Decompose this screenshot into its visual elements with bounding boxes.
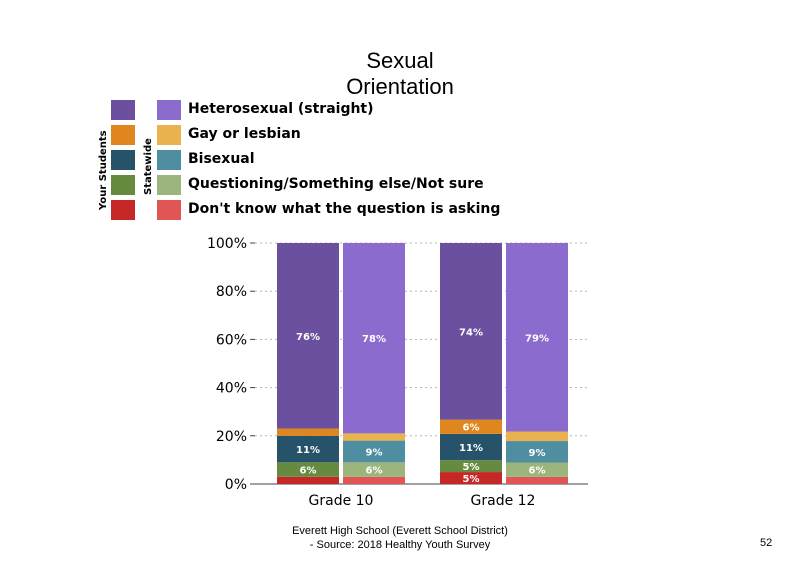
legend-label-heterosexual: Heterosexual (straight) (188, 101, 374, 117)
legend-swatch-state-heterosexual (157, 100, 181, 120)
bar-segment (277, 476, 339, 484)
legend-swatch-state-questioning (157, 175, 181, 195)
data-label: 11% (459, 443, 483, 454)
bar-segment (343, 433, 405, 441)
bar-segment (440, 243, 502, 420)
bar-segment (506, 476, 568, 484)
legend-swatch-state-gay-lesbian (157, 125, 181, 145)
data-label: 76% (296, 332, 320, 343)
footer-source: - Source: 2018 Healthy Youth Survey (309, 539, 491, 551)
y-tick-label: 100% (207, 236, 247, 252)
bar-segment (277, 435, 339, 463)
legend-label-bisexual: Bisexual (188, 151, 255, 167)
bar-segment (440, 472, 502, 484)
legend-swatch-yours-bisexual (111, 150, 135, 170)
bar-segment (343, 440, 405, 463)
y-tick-label: 0% (225, 477, 247, 493)
data-label: 9% (529, 448, 546, 459)
legend-swatch-state-bisexual (157, 150, 181, 170)
page-number: 52 (760, 537, 773, 549)
y-tick-label: 60% (216, 332, 247, 348)
data-label: 74% (459, 327, 483, 338)
bar-segment (440, 460, 502, 473)
legend-label-dont-know: Don't know what the question is asking (188, 201, 501, 217)
data-label: 5% (463, 462, 480, 473)
data-label: 6% (366, 466, 383, 477)
footer-school: Everett High School (Everett School Dist… (292, 525, 508, 537)
data-label: 79% (525, 333, 549, 344)
footer: Everett High School (Everett School Dist… (0, 524, 800, 552)
legend-swatch-yours-questioning (111, 175, 135, 195)
x-category-label: Grade 12 (471, 493, 536, 509)
chart-title-line1: Sexual (366, 48, 434, 73)
data-label: 9% (366, 447, 383, 458)
legend-swatch-yours-heterosexual (111, 100, 135, 120)
bar-segment (343, 243, 405, 434)
chart-title: Sexual Orientation (0, 48, 800, 100)
bar-segment (343, 462, 405, 477)
bar-segment (440, 433, 502, 461)
y-tick-label: 20% (216, 429, 247, 445)
bar-segment (506, 441, 568, 463)
legend-label-questioning: Questioning/Something else/Not sure (188, 176, 484, 192)
bar-segment (506, 462, 568, 477)
data-label: 11% (296, 445, 320, 456)
legend-label-gay-lesbian: Gay or lesbian (188, 126, 301, 142)
data-label: 6% (463, 423, 480, 434)
legend-swatch-yours-gay-lesbian (111, 125, 135, 145)
bar-segment (277, 462, 339, 477)
y-tick-label: 80% (216, 284, 247, 300)
bar-segment (440, 419, 502, 434)
bar-segment (277, 243, 339, 429)
bar-segment (506, 431, 568, 442)
data-label: 5% (463, 474, 480, 485)
data-label: 78% (362, 334, 386, 345)
chart-title-line2: Orientation (346, 74, 454, 99)
legend-swatch-state-dont-know (157, 200, 181, 220)
x-category-label: Grade 10 (309, 493, 374, 509)
y-tick-label: 40% (216, 381, 247, 397)
data-label: 6% (529, 466, 546, 477)
bar-segment (277, 428, 339, 436)
bar-segment (343, 476, 405, 484)
legend-swatch-yours-dont-know (111, 200, 135, 220)
data-label: 6% (300, 466, 317, 477)
bar-segment (506, 243, 568, 432)
